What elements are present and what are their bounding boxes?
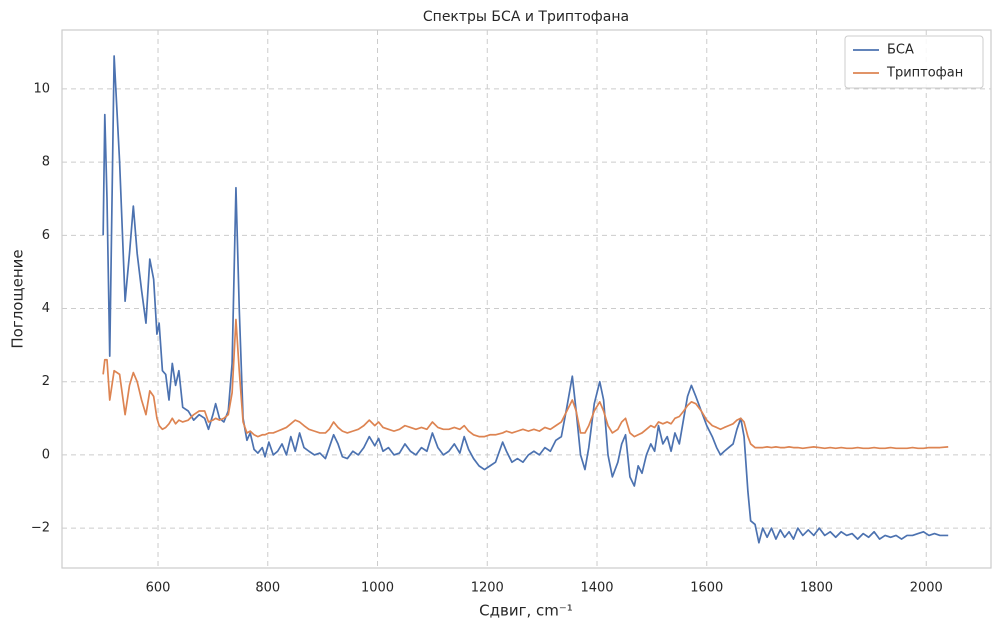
x-tick-label: 600 xyxy=(146,581,171,596)
y-tick-label: 2 xyxy=(42,374,50,389)
y-tick-label: 0 xyxy=(42,447,50,462)
x-tick-label: 1000 xyxy=(361,581,394,596)
x-tick-label: 1400 xyxy=(580,581,613,596)
y-axis-label: Поглощение xyxy=(9,249,27,348)
x-tick-label: 2000 xyxy=(910,581,943,596)
legend-label: БСА xyxy=(887,43,914,58)
y-tick-label: 10 xyxy=(33,81,50,96)
data-line xyxy=(102,318,949,450)
y-tick-label: 4 xyxy=(42,301,50,316)
legend-label: Триптофан xyxy=(886,66,963,81)
x-tick-label: 1200 xyxy=(471,581,504,596)
x-tick-label: 1600 xyxy=(690,581,723,596)
y-tick-label: 6 xyxy=(42,228,50,243)
legend-box xyxy=(844,35,984,89)
y-tick-label: −2 xyxy=(31,521,50,536)
chart-title: Спектры БСА и Триптофана xyxy=(423,9,629,25)
x-axis-label: Сдвиг, cm⁻¹ xyxy=(479,602,573,620)
y-tick-label: 8 xyxy=(42,155,50,170)
x-tick-label: 800 xyxy=(255,581,280,596)
plot-frame xyxy=(61,29,992,569)
x-tick-label: 1800 xyxy=(800,581,833,596)
